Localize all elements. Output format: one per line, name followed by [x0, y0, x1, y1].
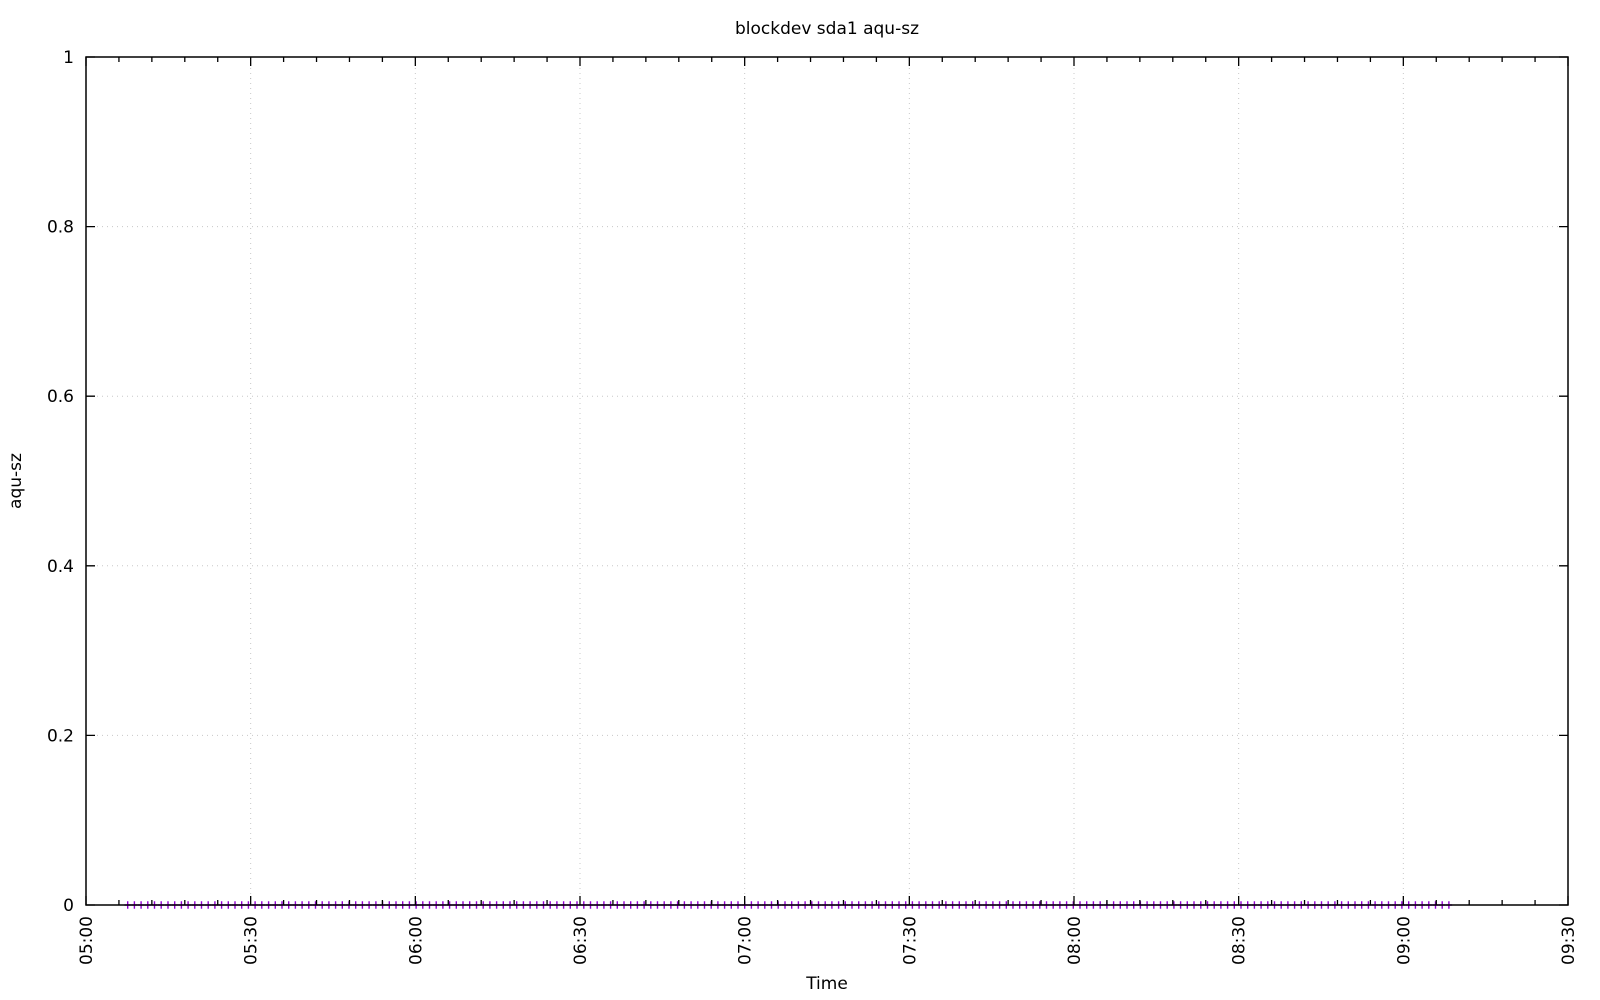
y-tick-label: 0.4 [47, 557, 74, 577]
x-tick-labels: 05:00 05:30 06:00 06:30 07:00 07:30 08:00 08:30… [77, 916, 1579, 965]
x-tick-label: 09:00 [1394, 916, 1414, 965]
x-tick-label: 07:30 [900, 916, 920, 965]
x-axis-label: Time [805, 974, 848, 994]
y-tick-labels: 0 0.2 0.4 0.6 0.8 1 [47, 48, 74, 916]
border-rect [85, 56, 1569, 906]
x-tick-label: 08:00 [1065, 916, 1085, 965]
x-tick-label: 09:30 [1559, 916, 1579, 965]
axis-ticks [85, 56, 1569, 906]
x-tick-label: 05:30 [242, 916, 262, 965]
chart-title: blockdev sda1 aqu-sz [735, 19, 919, 39]
y-tick-label: 0.8 [47, 218, 74, 238]
plot-border [85, 56, 1569, 906]
x-tick-label: 08:30 [1230, 916, 1250, 965]
y-tick-label: 0.2 [47, 726, 74, 746]
x-tick-label: 06:00 [406, 916, 426, 965]
y-tick-label: 1 [63, 48, 74, 68]
x-tick-label: 06:30 [571, 916, 591, 965]
y-tick-label: 0 [63, 896, 74, 916]
y-axis-label: aqu-sz [6, 453, 26, 509]
y-tick-label: 0.6 [47, 387, 74, 407]
x-tick-label: 05:00 [77, 916, 97, 965]
x-tick-label: 07:00 [736, 916, 756, 965]
gridlines [87, 58, 1567, 904]
tick-marks [85, 56, 1569, 906]
